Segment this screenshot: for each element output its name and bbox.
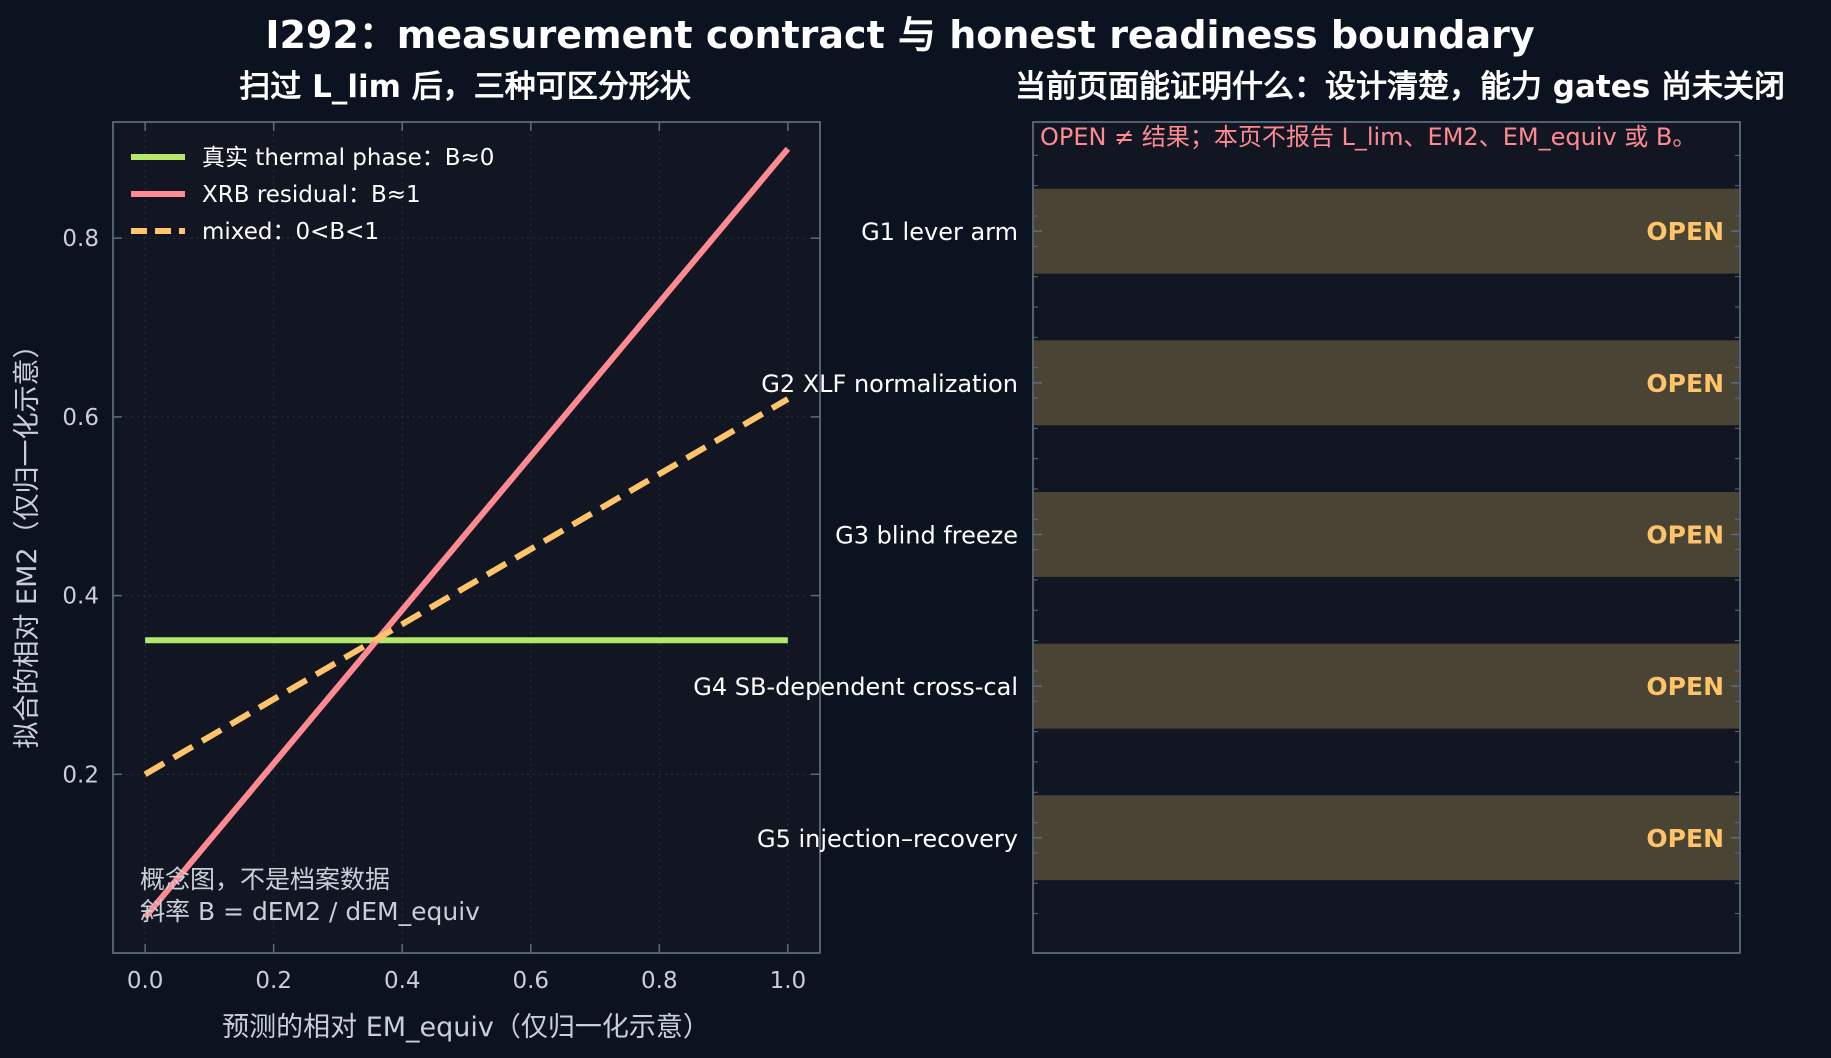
x-tick-label: 0.8: [641, 968, 678, 994]
gate-status-5: OPEN: [1646, 824, 1724, 853]
y-tick-label: 0.8: [62, 226, 99, 252]
y-tick-label: 0.2: [62, 762, 99, 788]
x-axis-label: 预测的相对 EM_equiv（仅归一化示意）: [222, 1012, 710, 1043]
gate-bar-3: [1033, 492, 1740, 577]
line-plot-series: [142, 146, 791, 920]
series-line-3: [143, 396, 790, 777]
gate-label-3: G3 blind freeze: [835, 521, 1018, 549]
legend-label-2: XRB residual：B≈1: [202, 182, 421, 208]
legend-label-3: mixed：0<B<1: [202, 219, 379, 245]
x-tick-label: 0.2: [255, 968, 292, 994]
gate-status-3: OPEN: [1646, 520, 1724, 549]
gate-bar-4: [1033, 643, 1740, 729]
gate-label-1: G1 lever arm: [861, 218, 1018, 246]
line-plot-border: [112, 121, 821, 954]
gate-status-2: OPEN: [1646, 369, 1724, 398]
annotation-line-2: 斜率 B = dEM2 / dEM_equiv: [140, 897, 480, 926]
gate-label-5: G5 injection–recovery: [757, 825, 1018, 853]
notice-text: OPEN ≠ 结果；本页不报告 L_lim、EM2、EM_equiv 或 B。: [1040, 123, 1696, 151]
gates-panel: 当前页面能证明什么：设计清楚，能力 gates 尚未关闭 OPENOPENOPE…: [693, 69, 1785, 954]
right-panel-subtitle: 当前页面能证明什么：设计清楚，能力 gates 尚未关闭: [1015, 69, 1785, 105]
line-plot-grid: [113, 122, 820, 953]
x-tick-label: 0.0: [127, 968, 164, 994]
main-title: I292：measurement contract 与 honest readi…: [265, 13, 1535, 57]
left-panel-subtitle: 扫过 L_lim 后，三种可区分形状: [239, 69, 691, 105]
series-line-2: [142, 146, 791, 920]
legend-label-1: 真实 thermal phase：B≈0: [202, 145, 494, 171]
x-tick-label: 0.6: [512, 968, 549, 994]
gates-plot-border: [1032, 121, 1741, 954]
line-chart-panel: 扫过 L_lim 后，三种可区分形状 0.0 0.2 0.4 0.6 0.8 1.0 0.2…: [12, 69, 821, 1043]
gate-bars: OPEN OPEN OPEN OPEN OPEN: [1033, 188, 1740, 881]
gate-bar-5: [1033, 795, 1740, 881]
gate-bar-1: [1033, 188, 1740, 274]
gate-status-1: OPEN: [1646, 217, 1724, 246]
gate-status-4: OPEN: [1646, 672, 1724, 701]
line-plot-legend: 真实 thermal phase：B≈0 XRB residual：B≈1 mixe…: [131, 145, 494, 245]
line-plot-axes: 0.0 0.2 0.4 0.6 0.8 1.0 0.2 0.4 0.6 0.8: [62, 122, 820, 994]
y-tick-label: 0.6: [62, 405, 99, 431]
gates-axis: G1 lever arm G2 XLF normalization G3 blind…: [693, 154, 1740, 915]
gate-label-4: G4 SB-dependent cross-cal: [693, 673, 1018, 701]
gate-label-2: G2 XLF normalization: [761, 370, 1018, 398]
x-tick-label: 0.4: [384, 968, 421, 994]
x-tick-label: 1.0: [770, 968, 807, 994]
gate-bar-2: [1033, 340, 1740, 426]
y-axis-label: 拟合的相对 EM2（仅归一化示意）: [12, 331, 43, 748]
annotation-line-1: 概念图，不是档案数据: [140, 865, 390, 894]
y-tick-label: 0.4: [62, 584, 99, 610]
